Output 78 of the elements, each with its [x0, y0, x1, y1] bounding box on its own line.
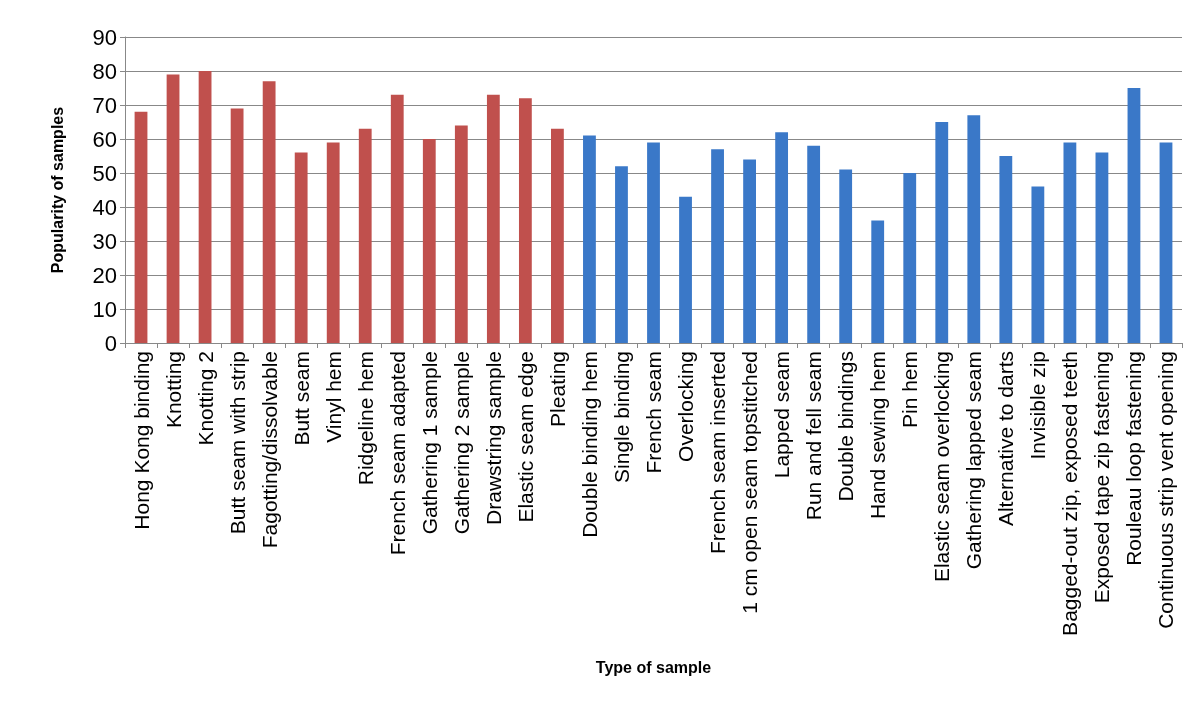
bar — [1127, 88, 1141, 343]
y-tick-label: 90 — [92, 24, 117, 50]
x-axis-title: Type of sample — [595, 658, 712, 676]
bar — [871, 220, 885, 343]
bar — [903, 173, 917, 343]
y-tick-label: 20 — [92, 262, 117, 288]
bar — [518, 98, 532, 343]
bar — [390, 94, 404, 343]
x-tick-label: Double binding hem — [577, 351, 601, 538]
bar — [358, 128, 372, 343]
y-tick-label: 70 — [92, 92, 117, 118]
bar — [198, 71, 212, 343]
x-tick-label: Elastic seam overlocking — [930, 351, 954, 583]
x-tick-label: French seam inserted — [706, 351, 730, 555]
x-tick-label: Pin hem — [898, 351, 922, 429]
bar — [935, 122, 949, 343]
x-tick-label: Fagotting/dissolvable — [257, 351, 281, 549]
y-tick-label: 10 — [92, 296, 117, 322]
y-tick-label: 0 — [104, 330, 117, 356]
bar — [583, 135, 596, 343]
x-tick-label: Knotting — [161, 351, 185, 429]
x-tick-label: Double bindings — [834, 351, 858, 502]
x-tick-label: Hand sewing hem — [866, 351, 890, 520]
x-tick-label: Knotting 2 — [193, 351, 217, 446]
x-tick-label: Single binding — [609, 351, 633, 483]
bar — [134, 111, 148, 343]
bar — [294, 152, 308, 343]
x-tick-label: Continuous strip vent opening — [1154, 351, 1178, 629]
bar — [967, 115, 981, 343]
x-tick-label: Rouleau loop fastening — [1122, 351, 1146, 566]
bar — [166, 74, 180, 343]
bar — [615, 166, 628, 343]
x-tick-label: French seam adapted — [385, 351, 409, 556]
y-tick-label: 30 — [92, 228, 117, 254]
x-tick-label: Lapped seam — [770, 351, 794, 479]
y-tick-label: 50 — [92, 160, 117, 186]
x-tick-label: Butt seam — [289, 351, 313, 446]
y-axis-title: Popularity of samples — [48, 106, 66, 274]
bar — [807, 145, 821, 343]
bar — [775, 132, 789, 343]
x-tick-label: Gathering lapped seam — [962, 351, 986, 570]
bar — [1063, 142, 1077, 343]
bar — [1095, 152, 1109, 343]
y-tick-label: 40 — [92, 194, 117, 220]
bar — [486, 94, 500, 343]
x-tick-label: Overlocking — [674, 351, 698, 462]
bar — [326, 142, 340, 343]
bar — [711, 149, 724, 343]
x-tick-label: Ridgeline hem — [353, 351, 377, 486]
bar — [230, 108, 244, 343]
bar — [679, 196, 692, 343]
x-tick-label: Exposed tape zip fastening — [1090, 351, 1114, 604]
x-tick-label: Butt seam with strip — [225, 351, 249, 535]
x-tick-label: Gathering 1 sample — [417, 351, 441, 535]
bar — [1159, 142, 1173, 343]
x-tick-label: Invisible zip — [1026, 351, 1050, 460]
bar — [262, 81, 276, 343]
x-tick-label: Hong Kong binding — [129, 351, 153, 530]
x-tick-label: French seam — [642, 351, 665, 474]
bar — [1031, 186, 1045, 343]
x-tick-label: Gathering 2 sample — [449, 351, 473, 535]
x-tick-label: Alternative to darts — [994, 351, 1018, 527]
x-tick-label: Bagged-out zip, exposed teeth — [1058, 351, 1082, 636]
x-tick-label: Vinyl hem — [321, 351, 345, 443]
x-tick-label: Pleating — [545, 351, 569, 427]
bar — [647, 142, 660, 343]
x-tick-label: Drawstring sample — [481, 351, 505, 525]
bar — [839, 169, 853, 343]
bar — [454, 125, 468, 343]
x-tick-label: Elastic seam edge — [513, 351, 537, 523]
bar — [743, 159, 756, 343]
bar — [999, 156, 1013, 343]
bar — [422, 139, 436, 343]
y-tick-label: 60 — [92, 126, 117, 152]
bar — [551, 128, 564, 343]
x-tick-label: 1 cm open seam topstitched — [738, 351, 762, 614]
y-tick-label: 80 — [92, 58, 117, 84]
x-tick-label: Run and fell seam — [802, 351, 826, 521]
